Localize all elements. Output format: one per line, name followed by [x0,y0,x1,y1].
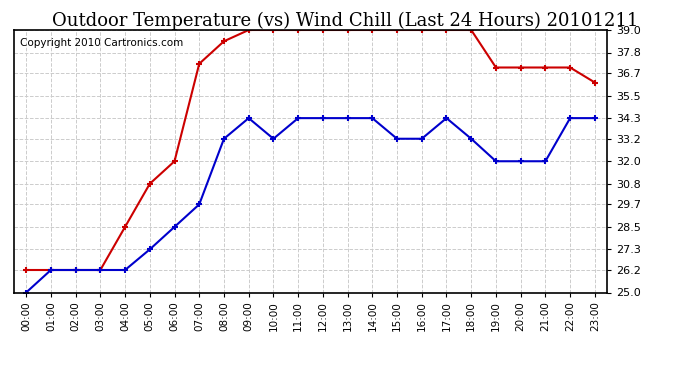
Text: Copyright 2010 Cartronics.com: Copyright 2010 Cartronics.com [20,38,183,48]
Text: Outdoor Temperature (vs) Wind Chill (Last 24 Hours) 20101211: Outdoor Temperature (vs) Wind Chill (Las… [52,11,638,30]
